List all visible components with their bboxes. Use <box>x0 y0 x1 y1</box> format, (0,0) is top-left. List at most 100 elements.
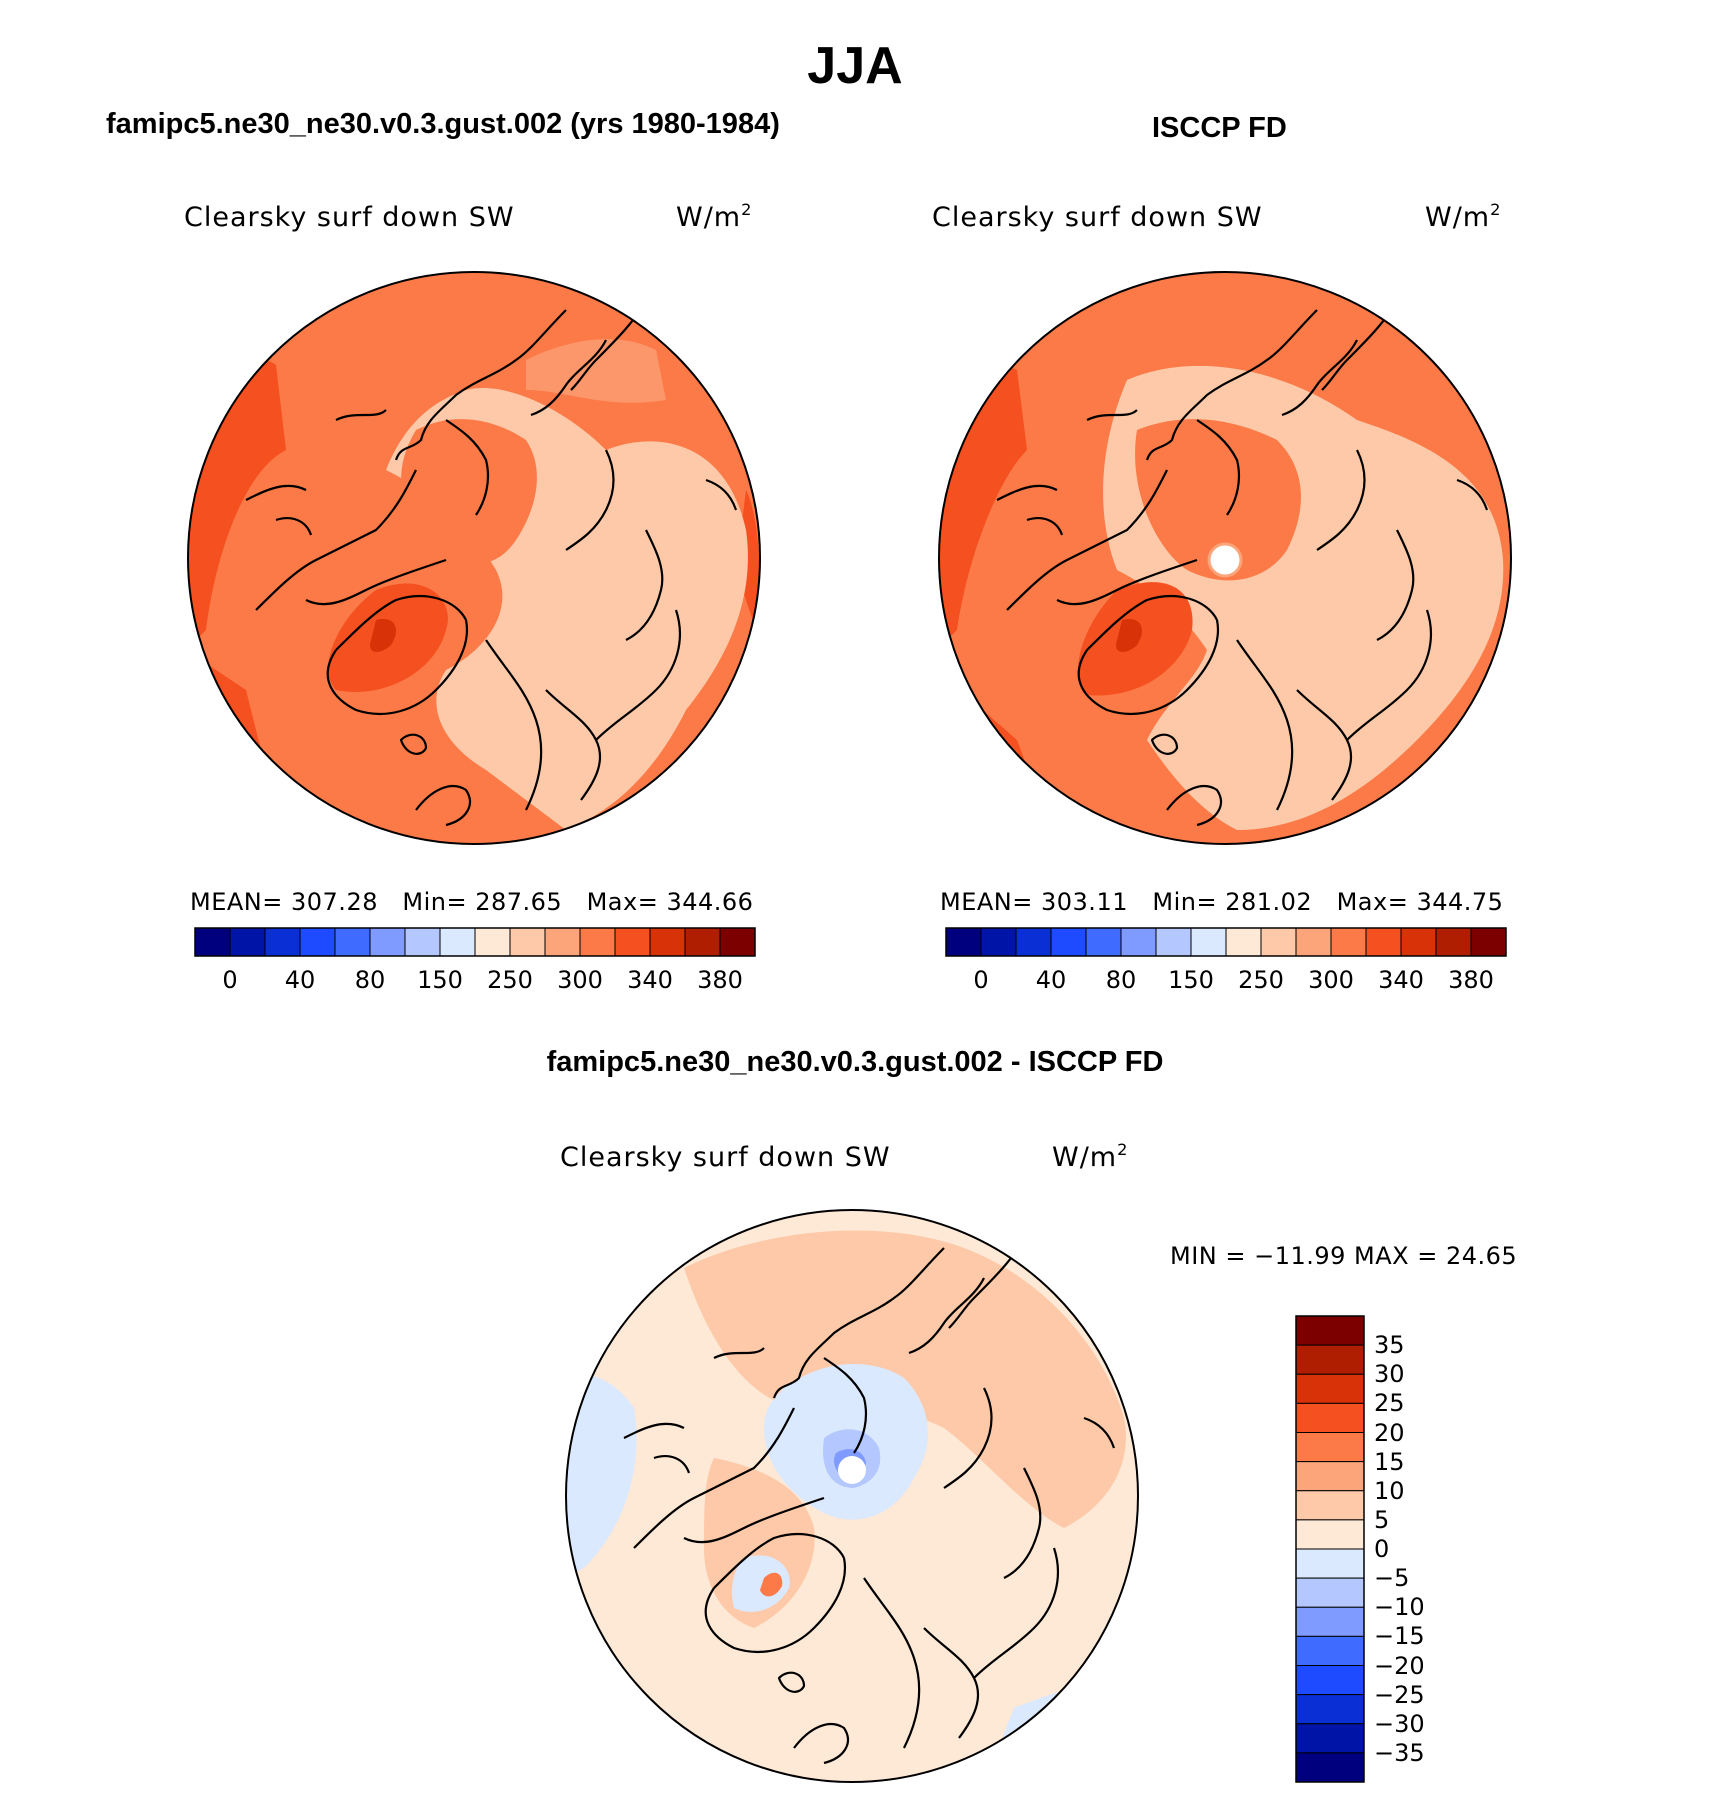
colorbar-tick-label: 250 <box>487 966 533 994</box>
colorbar-swatch <box>369 927 406 957</box>
colorbar-tick-label: 5 <box>1374 1505 1390 1534</box>
colorbar-swatch <box>1330 927 1367 957</box>
colorbar-swatch <box>474 927 511 957</box>
colorbar-swatch <box>544 927 581 957</box>
colorbar-swatch <box>1470 927 1507 957</box>
colorbar-swatch <box>1295 1344 1365 1375</box>
diff-variable-label: Clearsky surf down SW <box>560 1142 891 1173</box>
colorbar-swatch <box>1015 927 1052 957</box>
map-field-negative-region <box>566 1374 637 1578</box>
colorbar-swatch <box>1295 1635 1365 1666</box>
colorbar-swatch <box>1120 927 1157 957</box>
colorbar-tick-label: 15 <box>1374 1447 1405 1476</box>
colorbar-tick-label: 0 <box>1374 1535 1390 1563</box>
pole-missing-data-hole <box>838 1456 866 1484</box>
colorbar-swatch <box>614 927 651 957</box>
colorbar-tick-label: 80 <box>1105 966 1137 994</box>
colorbar-swatch <box>334 927 371 957</box>
model-stats: MEAN= 307.28 Min= 287.65 Max= 344.66 <box>190 888 754 916</box>
colorbar-tick-label: 150 <box>417 966 463 994</box>
colorbar-swatch <box>1365 927 1402 957</box>
map-field-positive-spot <box>760 1572 783 1597</box>
colorbar-swatch <box>1295 1577 1365 1608</box>
colorbar-swatch <box>1295 1461 1365 1492</box>
colorbar-swatch <box>1260 927 1297 957</box>
colorbar-swatch <box>579 927 616 957</box>
colorbar-swatch <box>945 927 982 957</box>
diff-minmax-label: MIN = −11.99 MAX = 24.65 <box>1170 1242 1518 1270</box>
obs-stats: MEAN= 303.11 Min= 281.02 Max= 344.75 <box>940 888 1504 916</box>
colorbar-swatch <box>649 927 686 957</box>
pole-missing-data-hole <box>1207 542 1243 578</box>
colorbar-outline <box>1295 1315 1365 1783</box>
map-boundary <box>938 271 1512 845</box>
colorbar-swatch <box>1155 927 1192 957</box>
colorbar-tick-label: 35 <box>1374 1331 1405 1360</box>
model-panel-title: famipc5.ne30_ne30.v0.3.gust.002 (yrs 198… <box>106 108 780 140</box>
colorbar-swatch <box>264 927 301 957</box>
colorbar-swatch <box>980 927 1017 957</box>
colorbar-swatch <box>1295 1315 1365 1346</box>
model-colorbar <box>194 927 756 957</box>
colorbar-swatch <box>1435 927 1472 957</box>
colorbar-tick-label: 40 <box>284 966 316 994</box>
colorbar-swatch <box>1190 927 1227 957</box>
colorbar-swatch <box>1295 1519 1365 1550</box>
model-colorbar-ticks: 0 40 80 150 250 300 340 380 <box>195 966 755 996</box>
colorbar-tick-label: 150 <box>1168 966 1214 994</box>
colorbar-tick-label: 300 <box>1308 966 1354 994</box>
colorbar-tick-label: 10 <box>1374 1476 1405 1505</box>
colorbar-swatch <box>1295 1548 1365 1579</box>
colorbar-swatch <box>1295 1490 1365 1521</box>
obs-colorbar-ticks: 0 40 80 150 250 300 340 380 <box>946 966 1506 996</box>
figure-title: JJA <box>807 37 903 95</box>
colorbar-tick-label: 340 <box>627 966 673 994</box>
colorbar-swatch <box>1295 1723 1365 1754</box>
colorbar-outline <box>194 927 756 957</box>
colorbar-swatch <box>1295 1402 1365 1433</box>
diff-polar-map <box>565 1209 1139 1783</box>
map-boundary <box>187 271 761 845</box>
map-field-greenland-core <box>1116 619 1142 652</box>
map-field-greenland-core <box>370 619 396 652</box>
coastlines <box>245 299 738 827</box>
diff-panel-title: famipc5.ne30_ne30.v0.3.gust.002 - ISCCP … <box>546 1046 1164 1078</box>
colorbar-swatch <box>1295 1373 1365 1404</box>
model-units-label: W/m2 <box>676 200 753 233</box>
diff-colorbar <box>1295 1315 1365 1783</box>
colorbar-swatch <box>404 927 441 957</box>
map-field-core <box>401 419 537 564</box>
colorbar-tick-label: 25 <box>1374 1389 1405 1418</box>
map-field-negative-region <box>732 1555 790 1612</box>
colorbar-swatch <box>1085 927 1122 957</box>
colorbar-swatch <box>1400 927 1437 957</box>
colorbar-swatch <box>299 927 336 957</box>
colorbar-tick-label: 80 <box>354 966 386 994</box>
colorbar-tick-label: −5 <box>1374 1564 1410 1593</box>
colorbar-tick-label: 300 <box>557 966 603 994</box>
colorbar-swatch <box>194 927 231 957</box>
colorbar-outline <box>945 927 1507 957</box>
colorbar-swatch <box>1295 1665 1365 1696</box>
colorbar-swatch <box>1050 927 1087 957</box>
obs-variable-label: Clearsky surf down SW <box>932 202 1263 233</box>
colorbar-tick-label: −15 <box>1374 1622 1425 1651</box>
colorbar-tick-label: 250 <box>1238 966 1284 994</box>
colorbar-tick-label: −20 <box>1374 1651 1425 1680</box>
obs-colorbar <box>945 927 1507 957</box>
diff-colorbar-ticks: 35 30 25 20 15 10 5 0 −5 −10 −15 −20 −25 −30 −35 <box>1374 1316 1494 1782</box>
obs-units-label: W/m2 <box>1425 200 1502 233</box>
colorbar-swatch <box>719 927 756 957</box>
model-variable-label: Clearsky surf down SW <box>184 202 515 233</box>
colorbar-tick-label: −30 <box>1374 1709 1425 1738</box>
colorbar-tick-label: 0 <box>222 966 238 994</box>
map-boundary <box>565 1209 1139 1783</box>
map-field-light-region <box>526 339 666 403</box>
colorbar-swatch <box>1295 927 1332 957</box>
colorbar-tick-label: 0 <box>973 966 989 994</box>
colorbar-swatch <box>439 927 476 957</box>
model-polar-map <box>187 271 761 845</box>
colorbar-tick-label: 380 <box>697 966 743 994</box>
obs-panel-title: ISCCP FD <box>1152 112 1287 144</box>
colorbar-tick-label: −35 <box>1374 1738 1425 1767</box>
